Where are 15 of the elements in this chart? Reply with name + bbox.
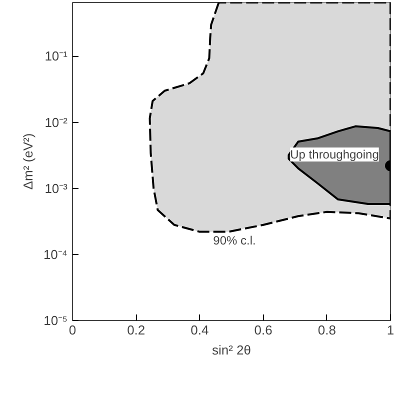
- x-tick-label: 0: [68, 322, 76, 338]
- annotation: Up throughgoing: [290, 148, 379, 162]
- x-tick-label: 0.4: [190, 322, 209, 338]
- y-tick-label: 10⁻⁵: [44, 313, 68, 328]
- x-tick-label: 1: [386, 322, 394, 338]
- x-axis-title: sin² 2θ: [212, 342, 252, 358]
- y-tick-label: 10⁻⁴: [43, 246, 68, 262]
- y-tick-label: 10⁻¹: [44, 48, 68, 64]
- x-tick-label: 0.2: [127, 322, 146, 338]
- y-tick-label: 10⁻³: [44, 180, 68, 196]
- y-axis-title: Δm² (eV²): [20, 133, 36, 190]
- annotation: 90% c.l.: [213, 234, 256, 248]
- x-tick-label: 0.8: [318, 322, 336, 338]
- x-tick-label: 0.6: [254, 322, 272, 338]
- y-tick-label: 10⁻²: [44, 114, 68, 130]
